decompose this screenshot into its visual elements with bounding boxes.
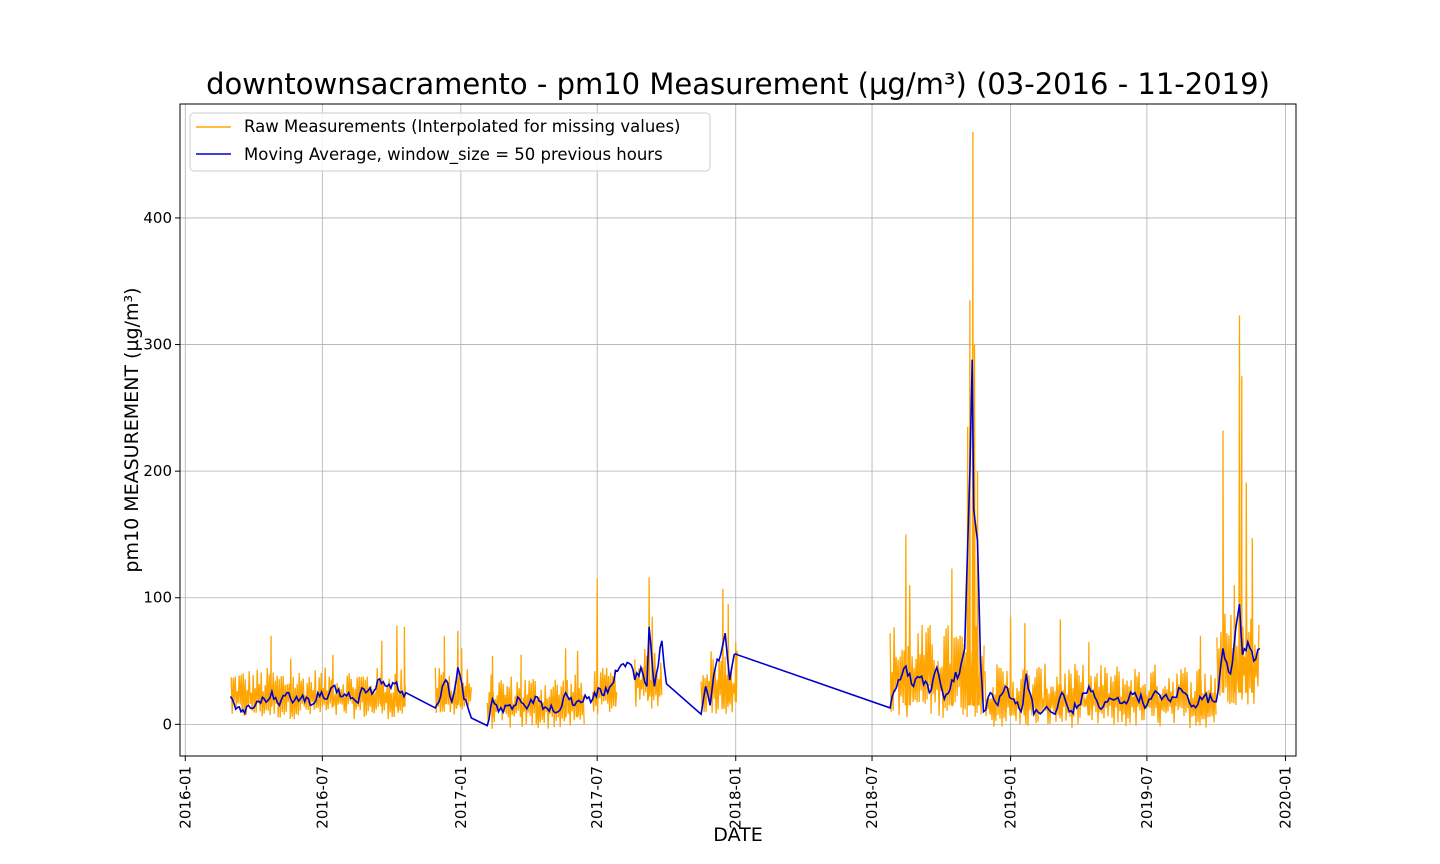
data-layer (229, 131, 1261, 729)
x-tick-label: 2020-01 (1276, 766, 1294, 829)
x-tick-label: 2018-01 (727, 766, 745, 829)
series-raw (230, 131, 1260, 729)
legend: Raw Measurements (Interpolated for missi… (189, 112, 711, 172)
grid-lines (180, 104, 1296, 756)
y-tick-label: 0 (162, 715, 172, 733)
legend-box (189, 112, 711, 172)
x-tick-label: 2016-01 (176, 766, 194, 829)
x-tick-label: 2016-07 (313, 766, 331, 829)
raw-measurement-segment (984, 616, 1217, 729)
raw-measurement-segment (1216, 315, 1260, 706)
y-tick-label: 200 (143, 462, 172, 480)
x-tick-label: 2019-01 (1002, 766, 1020, 829)
legend-label-raw: Raw Measurements (Interpolated for missi… (244, 117, 681, 136)
plot-background (180, 104, 1296, 756)
chart-title: downtownsacramento - pm10 Measurement (µ… (206, 67, 1270, 101)
raw-measurement-segment (230, 625, 406, 720)
y-axis: 0 100 200 300 400 (143, 209, 180, 733)
x-tick-label: 2018-07 (863, 766, 881, 829)
y-axis-label: pm10 MEASUREMENT (µg/m³) (121, 287, 143, 572)
plot-area (179, 103, 1297, 757)
y-tick-label: 100 (143, 589, 172, 607)
y-tick-label: 400 (143, 209, 172, 227)
plot-frame (179, 103, 1297, 757)
raw-measurement-segment (889, 131, 985, 718)
y-tick-label: 300 (143, 336, 172, 354)
x-axis-label: DATE (713, 824, 762, 846)
legend-label-moving-average: Moving Average, window_size = 50 previou… (244, 145, 663, 165)
x-axis: 2016-01 2016-07 2017-01 2017-07 2018-01 2018-… (176, 756, 1294, 829)
x-tick-label: 2017-01 (452, 766, 470, 829)
series-moving-average (229, 359, 1261, 727)
x-tick-label: 2017-07 (588, 766, 606, 829)
x-tick-label: 2019-07 (1138, 766, 1156, 829)
